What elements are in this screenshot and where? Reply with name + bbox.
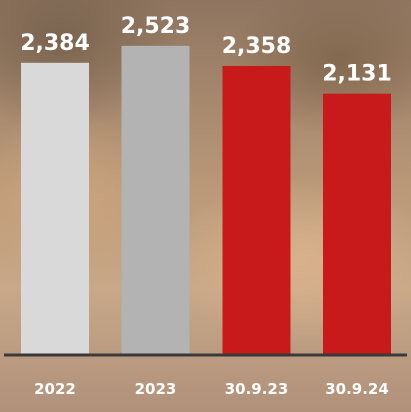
x-tick-label-30-9-24: 30.9.24 bbox=[325, 380, 389, 398]
x-tick-labels-group: 2022 2023 30.9.23 30.9.24 bbox=[34, 380, 389, 398]
x-tick-label-2023: 2023 bbox=[135, 380, 177, 398]
bar-30-9-23 bbox=[222, 65, 291, 354]
x-tick-label-30-9-23: 30.9.23 bbox=[225, 380, 289, 398]
x-tick-label-2022: 2022 bbox=[34, 380, 76, 398]
bar-30-9-24 bbox=[323, 93, 391, 354]
value-label-30-9-24: 2,131 bbox=[322, 62, 392, 87]
bar-2022 bbox=[21, 62, 89, 354]
value-label-30-9-23: 2,358 bbox=[222, 34, 292, 59]
value-label-2023: 2,523 bbox=[121, 14, 191, 39]
bar-2023 bbox=[121, 45, 190, 354]
value-labels-group: 2,384 2,523 2,358 2,131 bbox=[20, 14, 392, 87]
bars-group bbox=[21, 45, 391, 354]
value-label-2022: 2,384 bbox=[20, 31, 90, 56]
